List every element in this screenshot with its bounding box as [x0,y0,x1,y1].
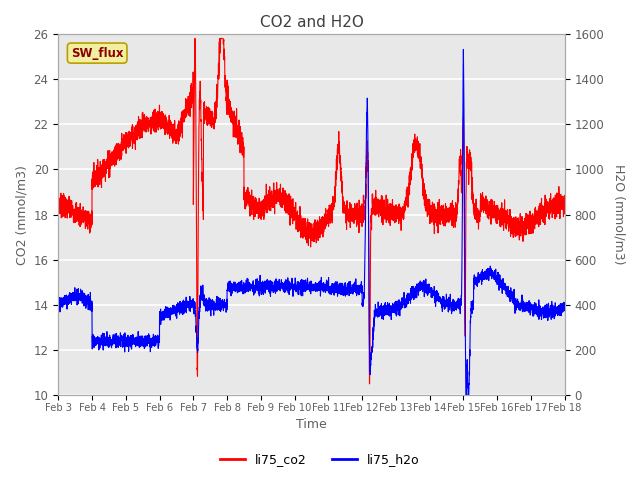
Text: SW_flux: SW_flux [71,47,124,60]
Legend: li75_co2, li75_h2o: li75_co2, li75_h2o [215,448,425,471]
Title: CO2 and H2O: CO2 and H2O [260,15,364,30]
Y-axis label: H2O (mmol/m3): H2O (mmol/m3) [612,164,625,265]
Y-axis label: CO2 (mmol/m3): CO2 (mmol/m3) [15,165,28,264]
X-axis label: Time: Time [296,419,327,432]
